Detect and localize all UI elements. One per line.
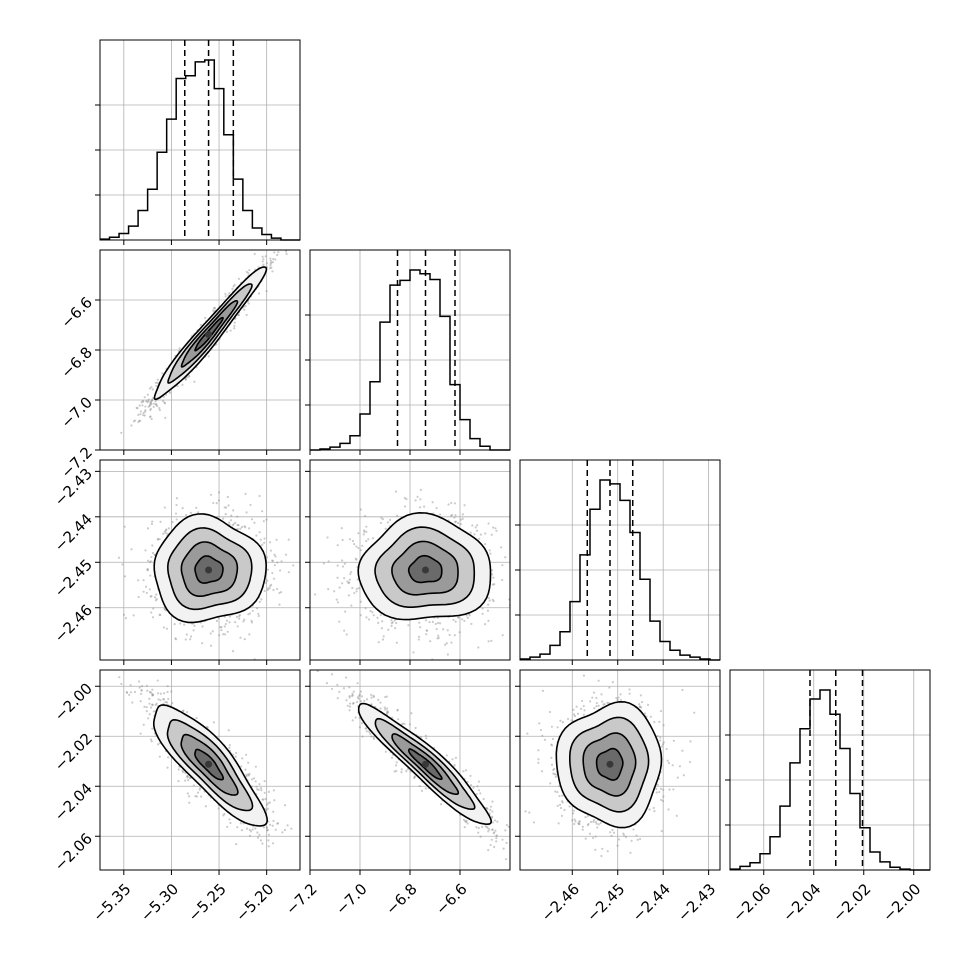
x-tick-label: −7.0	[332, 880, 370, 918]
histogram-step	[310, 269, 510, 451]
density-peak	[422, 566, 429, 574]
x-tick-label: −7.2	[282, 880, 320, 918]
histogram-panel-2	[305, 249, 511, 455]
scatter-panel-2-1: −7.2−7.0−6.8−6.6	[58, 249, 301, 482]
x-tick-label: −2.44	[629, 880, 674, 925]
y-tick-label: −2.46	[51, 601, 96, 646]
x-tick-label: −2.43	[674, 880, 719, 925]
histogram-step	[730, 689, 930, 871]
x-tick-label: −2.46	[538, 880, 583, 925]
x-tick-label: −2.02	[829, 880, 874, 925]
scatter-panel-3-1: −2.46−2.45−2.44−2.43	[51, 459, 301, 665]
scatter-panel-4-3: −2.46 −2.45 −2.44 −2.43	[515, 669, 721, 925]
density-peak	[205, 760, 213, 768]
panel-frame	[519, 669, 721, 871]
y-tick-label: −2.06	[51, 830, 96, 875]
x-tick-label: −5.25	[185, 880, 230, 925]
density-peak	[205, 566, 213, 574]
histogram-panel-4: −2.06 −2.04 −2.02 −2.00	[725, 669, 931, 925]
x-tick-label: −2.00	[879, 880, 924, 925]
histogram-panel-1	[95, 39, 301, 245]
x-tick-label: −6.8	[382, 880, 420, 918]
scatter-panel-4-2: −7.2 −7.0 −6.8 −6.6	[282, 669, 511, 919]
x-tick-label: −5.35	[89, 880, 134, 925]
histogram-step	[520, 479, 720, 661]
y-tick-label: −7.0	[58, 393, 96, 431]
panel-frame	[99, 39, 301, 241]
y-tick-label: −2.02	[51, 730, 96, 775]
scatter-panel-4-1: −5.35 −5.30 −5.25 −5.20 −2.06 −2.04 −2.02 −2.00	[51, 669, 301, 925]
panel-frame	[729, 669, 931, 871]
panel-frame	[519, 459, 721, 661]
density-peak	[205, 331, 213, 338]
y-tick-label: −6.8	[58, 343, 96, 381]
density-peak	[422, 760, 429, 768]
x-tick-label: −6.6	[432, 880, 470, 918]
y-tick-label: −2.45	[51, 556, 96, 601]
density-peak	[606, 760, 614, 768]
histogram-step	[100, 59, 300, 241]
x-tick-label: −2.06	[729, 880, 774, 925]
panel-frame	[99, 669, 301, 871]
panel-frame	[99, 459, 301, 661]
y-tick-label: −2.04	[51, 780, 96, 825]
x-tick-label: −5.30	[137, 880, 182, 925]
x-tick-label: −2.45	[583, 880, 628, 925]
x-tick-label: −5.20	[232, 880, 277, 925]
y-tick-label: −6.6	[58, 293, 96, 331]
x-tick-label: −2.04	[779, 880, 824, 925]
y-tick-label: −2.44	[51, 510, 96, 555]
y-tick-label: −2.00	[51, 680, 96, 725]
scatter-panel-3-2	[305, 459, 511, 665]
histogram-panel-3	[515, 459, 721, 665]
